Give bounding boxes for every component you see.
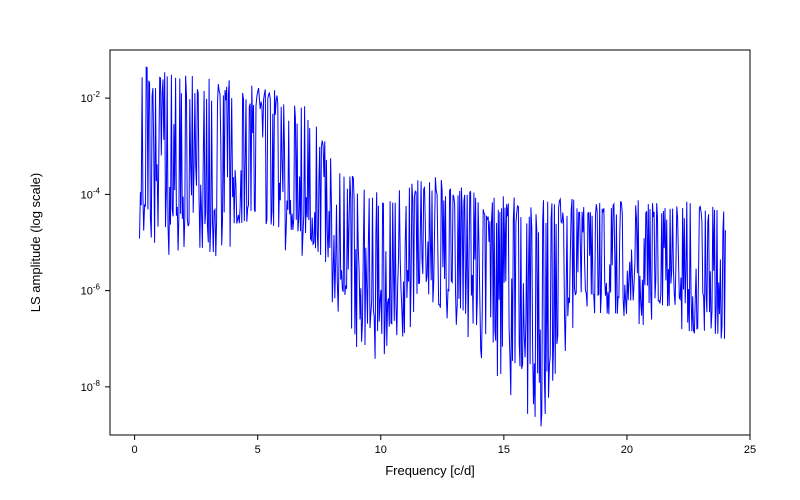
svg-text:Frequency [c/d]: Frequency [c/d]	[385, 463, 475, 478]
svg-text:10-8: 10-8	[81, 379, 101, 394]
svg-text:20: 20	[621, 444, 633, 456]
svg-text:0: 0	[132, 444, 138, 456]
periodogram-chart: 0 5 10 15 20 25 10-8 10-6 10-4 10-2 Frequency [c/d…	[0, 0, 800, 500]
periodogram-line	[140, 67, 726, 426]
svg-text:5: 5	[255, 444, 261, 456]
svg-text:15: 15	[498, 444, 510, 456]
svg-text:LS amplitude (log scale): LS amplitude (log scale)	[28, 173, 43, 312]
svg-text:10-6: 10-6	[81, 283, 101, 298]
svg-text:10-4: 10-4	[81, 186, 101, 201]
svg-text:25: 25	[744, 444, 756, 456]
svg-text:10-2: 10-2	[81, 90, 101, 105]
chart-svg: 0 5 10 15 20 25 10-8 10-6 10-4 10-2 Frequency [c/d…	[0, 0, 800, 500]
svg-text:10: 10	[375, 444, 387, 456]
